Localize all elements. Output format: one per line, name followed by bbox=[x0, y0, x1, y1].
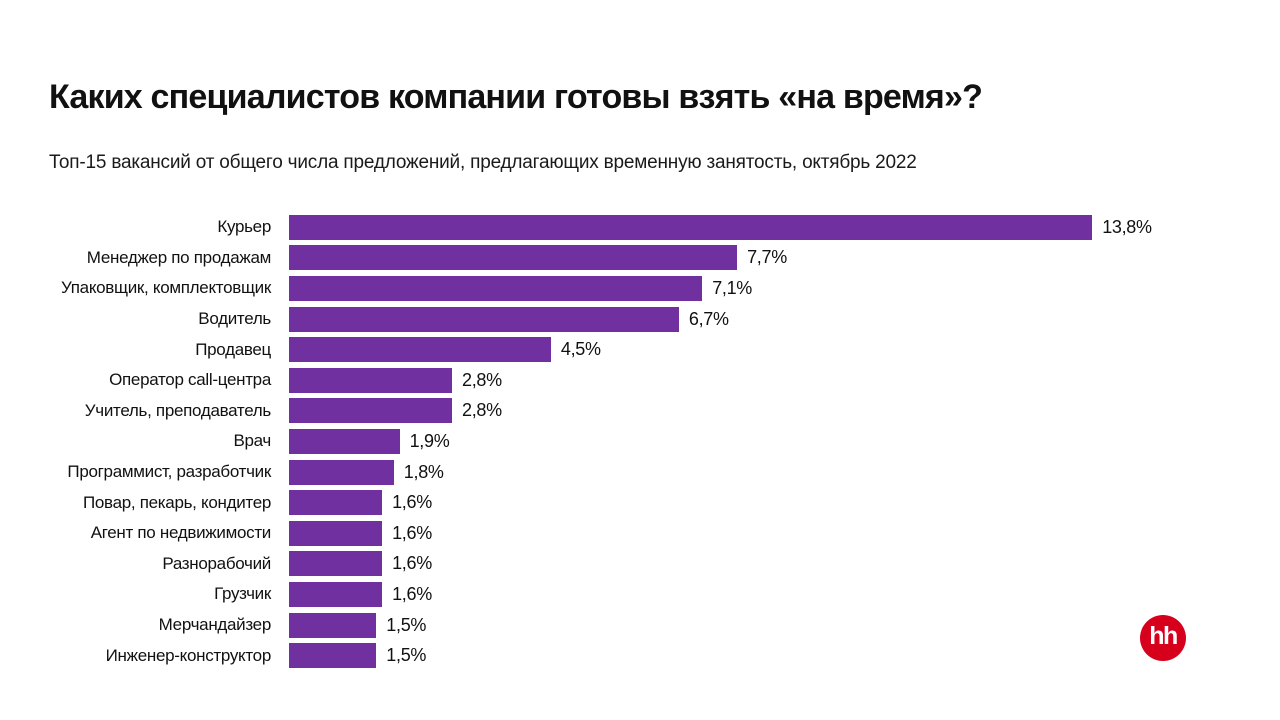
category-label: Упаковщик, комплектовщик bbox=[61, 278, 271, 298]
bar-row: Грузчик 1,6% bbox=[49, 579, 1229, 610]
value-label: 2,8% bbox=[462, 369, 502, 390]
category-label: Врач bbox=[233, 431, 271, 451]
value-label: 7,7% bbox=[747, 247, 787, 268]
bar bbox=[289, 581, 383, 607]
value-label: 1,9% bbox=[409, 430, 450, 451]
category-label: Агент по недвижимости bbox=[90, 523, 272, 543]
bar-track: 1,6% bbox=[289, 518, 1229, 549]
category-label: Грузчик bbox=[214, 584, 271, 604]
bar-track: 4,5% bbox=[289, 334, 1229, 365]
bar bbox=[289, 214, 1093, 240]
value-label: 6,7% bbox=[688, 308, 729, 329]
bar-row: Упаковщик, комплектовщик 7,1% bbox=[49, 273, 1229, 304]
bar-row: Инженер-конструктор 1,5% bbox=[49, 640, 1229, 671]
bar-row: Агент по недвижимости 1,6% bbox=[49, 518, 1229, 549]
bar-row: Оператор call-центра 2,8% bbox=[49, 365, 1229, 396]
bar-track: 13,8% bbox=[289, 212, 1229, 243]
bar bbox=[289, 337, 551, 363]
category-label: Оператор call-центра bbox=[109, 370, 271, 390]
category-label: Водитель bbox=[198, 309, 271, 329]
chart-subtitle: Топ-15 вакансий от общего числа предложе… bbox=[49, 152, 917, 173]
bar-track: 1,8% bbox=[289, 457, 1229, 488]
bar bbox=[289, 520, 383, 546]
bar bbox=[289, 245, 738, 271]
bar-track: 1,6% bbox=[289, 549, 1229, 580]
bar-row: Продавец 4,5% bbox=[49, 334, 1229, 365]
bar bbox=[289, 398, 452, 424]
bar bbox=[289, 367, 452, 393]
value-label: 1,8% bbox=[403, 461, 444, 482]
category-label: Мерчандайзер bbox=[158, 615, 272, 635]
value-label: 1,6% bbox=[392, 583, 432, 604]
bar bbox=[289, 459, 394, 485]
bar-track: 1,9% bbox=[289, 426, 1229, 457]
bar-row: Врач 1,9% bbox=[49, 426, 1229, 457]
category-label: Курьер bbox=[217, 217, 271, 237]
value-label: 1,6% bbox=[392, 522, 432, 543]
bar-row: Учитель, преподаватель 2,8% bbox=[49, 396, 1229, 427]
bar-chart: Курьер 13,8% Менеджер по продажам 7,7% У… bbox=[49, 212, 1229, 671]
bar bbox=[289, 306, 679, 332]
chart-title: Каких специалистов компании готовы взять… bbox=[49, 78, 983, 116]
category-label: Учитель, преподаватель bbox=[84, 400, 272, 420]
value-label: 1,6% bbox=[392, 492, 432, 513]
bar-track: 2,8% bbox=[289, 396, 1229, 427]
hh-logo-text: hh bbox=[1149, 622, 1178, 650]
category-label: Продавец bbox=[195, 339, 271, 359]
bar-track: 1,5% bbox=[289, 610, 1229, 641]
bar-track: 7,1% bbox=[289, 273, 1229, 304]
value-label: 4,5% bbox=[560, 339, 601, 360]
bar-track: 2,8% bbox=[289, 365, 1229, 396]
bar-row: Водитель 6,7% bbox=[49, 304, 1229, 335]
value-label: 1,5% bbox=[386, 614, 427, 635]
bar bbox=[289, 490, 383, 516]
bar-row: Менеджер по продажам 7,7% bbox=[49, 243, 1229, 274]
value-label: 1,5% bbox=[386, 645, 427, 666]
bar-row: Программист, разработчик 1,8% bbox=[49, 457, 1229, 488]
category-label: Разнорабочий bbox=[162, 553, 271, 573]
value-label: 13,8% bbox=[1102, 216, 1152, 237]
category-label: Повар, пекарь, кондитер bbox=[82, 492, 271, 512]
bar-track: 7,7% bbox=[289, 243, 1229, 274]
bar-row: Курьер 13,8% bbox=[49, 212, 1229, 243]
bar bbox=[289, 428, 400, 454]
hh-logo: hh bbox=[1140, 615, 1186, 661]
bar-track: 1,6% bbox=[289, 579, 1229, 610]
bar bbox=[289, 612, 377, 638]
value-label: 2,8% bbox=[462, 400, 502, 421]
category-label: Инженер-конструктор bbox=[105, 645, 272, 665]
bar-row: Мерчандайзер 1,5% bbox=[49, 610, 1229, 641]
bar bbox=[289, 275, 703, 301]
bar-track: 1,5% bbox=[289, 640, 1229, 671]
bar bbox=[289, 643, 377, 669]
bar bbox=[289, 551, 383, 577]
bar-track: 1,6% bbox=[289, 487, 1229, 518]
value-label: 7,1% bbox=[712, 277, 753, 298]
bar-row: Повар, пекарь, кондитер 1,6% bbox=[49, 487, 1229, 518]
value-label: 1,6% bbox=[392, 553, 432, 574]
category-label: Программист, разработчик bbox=[67, 462, 271, 482]
bar-track: 6,7% bbox=[289, 304, 1229, 335]
bar-row: Разнорабочий 1,6% bbox=[49, 549, 1229, 580]
category-label: Менеджер по продажам bbox=[86, 247, 272, 267]
